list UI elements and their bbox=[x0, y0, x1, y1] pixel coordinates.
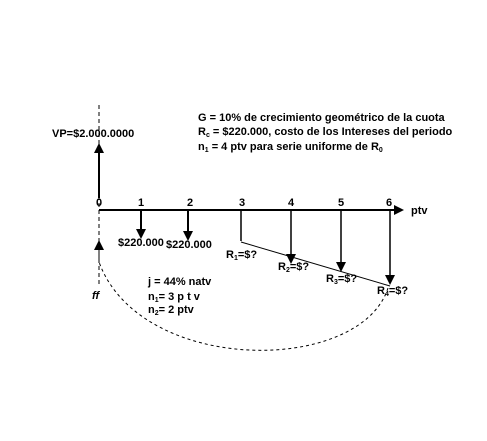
growth-slope-line bbox=[240, 241, 391, 287]
nominal-rate-label: j = 44% natv bbox=[147, 276, 212, 288]
series-r2-label: R2=$? bbox=[278, 261, 309, 274]
series-r3-label: R3=$? bbox=[326, 273, 357, 286]
uniform-series-note: n1 = 4 ptv para serie uniforme de R0 bbox=[198, 141, 383, 154]
period-3-label: 3 bbox=[239, 197, 245, 209]
discount-arc bbox=[98, 261, 389, 351]
period-5-label: 5 bbox=[338, 197, 344, 209]
series-r1-label: R1=$? bbox=[226, 249, 257, 262]
period-0-label: 0 bbox=[96, 197, 102, 209]
growth-note: G = 10% de crecimiento geométrico de la … bbox=[198, 112, 446, 124]
period-4-label: 4 bbox=[288, 197, 295, 209]
interest-cost-note: Rc = $220.000, costo de los Intereses de… bbox=[198, 126, 453, 139]
payment-1-label: $220.000 bbox=[118, 237, 164, 249]
focal-date-label: ff bbox=[92, 290, 100, 302]
n2-periods-label: n2= 2 ptv bbox=[148, 304, 195, 317]
series-r4-label: R4=$? bbox=[377, 285, 408, 298]
period-2-label: 2 bbox=[187, 197, 193, 209]
axis-unit-label: ptv bbox=[411, 205, 428, 217]
payment-2-label: $220.000 bbox=[166, 239, 212, 251]
period-6-label: 6 bbox=[386, 197, 392, 209]
n1-periods-label: n1= 3 p t v bbox=[148, 291, 201, 304]
period-1-label: 1 bbox=[138, 197, 144, 209]
present-value-label: VP=$2.000.0000 bbox=[52, 128, 134, 140]
